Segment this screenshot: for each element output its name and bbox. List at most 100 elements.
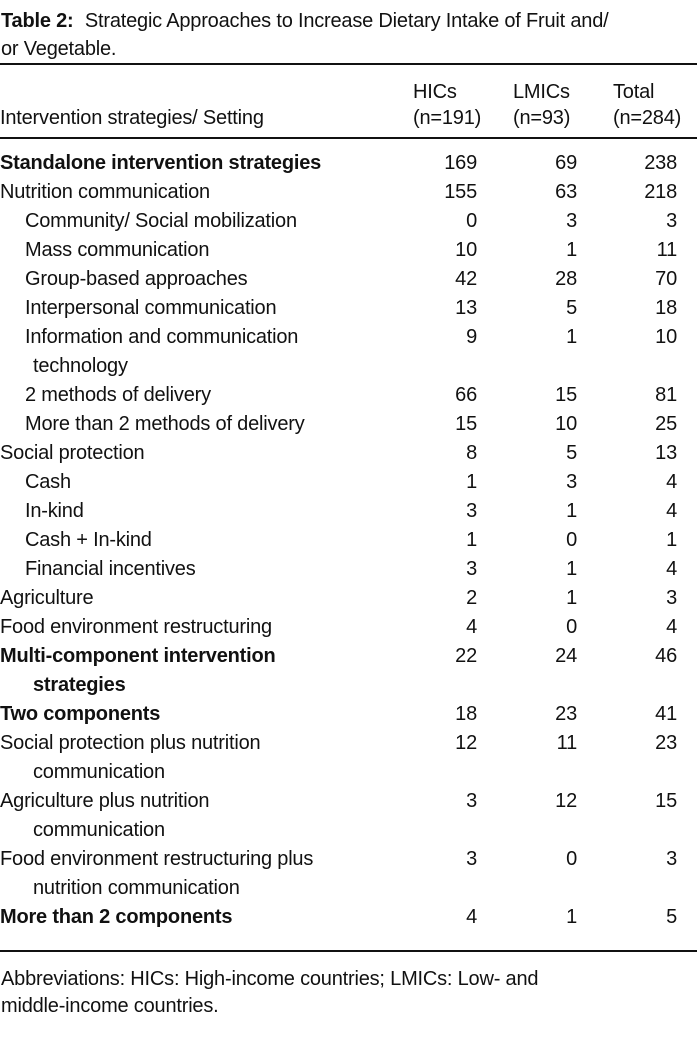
row-label: Food environment restructuring: [0, 616, 272, 638]
caption-label: Table 2:: [1, 10, 74, 32]
value-cell: 218: [644, 181, 677, 203]
value-cell: 3: [666, 587, 677, 609]
value-cell: 3: [566, 210, 577, 232]
value-cell: 3: [466, 790, 477, 812]
table-body: Standalone intervention strategies 169 69 2…: [0, 138, 697, 951]
row-label: Financial incentives: [25, 558, 196, 580]
value-cell: 4: [666, 558, 677, 580]
table-row: Community/ Social mobilization 0 3 3: [0, 207, 697, 236]
table-row: Cash + In-kind 1 0 1: [0, 526, 697, 555]
value-cell: 1: [466, 529, 477, 551]
row-label: More than 2 methods of delivery: [25, 413, 305, 435]
table-row: 2 methods of delivery 66 15 81: [0, 381, 697, 410]
table-row: Group-based approaches 42 28 70: [0, 265, 697, 294]
value-cell: 3: [566, 471, 577, 493]
table-row: Food environment restructuring 4 0 4: [0, 613, 697, 642]
row-label: In-kind: [25, 500, 84, 522]
table-header: Intervention strategies/ Setting HICs (n…: [0, 64, 697, 139]
row-label: Agriculture: [0, 587, 94, 609]
table-row: Financial incentives 3 1 4: [0, 555, 697, 584]
table-row: In-kind 3 1 4: [0, 497, 697, 526]
value-cell: 1: [466, 471, 477, 493]
value-cell: 46: [655, 645, 677, 667]
table-row: More than 2 methods of delivery 15 10 25: [0, 410, 697, 439]
value-cell: 12: [455, 732, 477, 754]
row-label: Agriculture plus nutrition communication: [0, 790, 210, 841]
column-header-total: Total (n=284): [597, 64, 697, 139]
table-row: Social protection plus nutrition communi…: [0, 729, 697, 787]
value-cell: 15: [555, 384, 577, 406]
summary-table: Intervention strategies/ Setting HICs (n…: [0, 63, 697, 952]
value-cell: 5: [566, 442, 577, 464]
table-caption: Table 2: Strategic Approaches to Increas…: [0, 0, 697, 63]
value-cell: 0: [466, 210, 477, 232]
value-cell: 63: [555, 181, 577, 203]
value-cell: 1: [666, 529, 677, 551]
table-footnote: Abbreviations: HICs: High-income countri…: [1, 968, 539, 1017]
row-label: Mass communication: [25, 239, 210, 261]
row-label: Cash: [25, 471, 71, 493]
value-cell: 10: [555, 413, 577, 435]
row-label: Community/ Social mobilization: [25, 210, 297, 232]
value-cell: 23: [555, 703, 577, 725]
column-header-hics: HICs (n=191): [397, 64, 497, 139]
table-row: Mass communication 10 1 11: [0, 236, 697, 265]
caption-text: Strategic Approaches to Increase Dietary…: [1, 10, 609, 60]
value-cell: 1: [566, 558, 577, 580]
value-cell: 4: [666, 471, 677, 493]
value-cell: 1: [566, 587, 577, 609]
value-cell: 9: [466, 326, 477, 348]
row-label: Standalone intervention strategies: [0, 152, 322, 174]
value-cell: 169: [444, 152, 477, 174]
value-cell: 2: [466, 587, 477, 609]
row-label: Social protection: [0, 442, 145, 464]
value-cell: 41: [655, 703, 677, 725]
value-cell: 238: [644, 152, 677, 174]
value-cell: 22: [455, 645, 477, 667]
value-cell: 12: [555, 790, 577, 812]
value-cell: 42: [455, 268, 477, 290]
table-row: Social protection 8 5 13: [0, 439, 697, 468]
table-row: Information and communication technology…: [0, 323, 697, 381]
value-cell: 10: [455, 239, 477, 261]
column-n: (n=284): [613, 107, 682, 129]
value-cell: 3: [666, 210, 677, 232]
column-header-lmics: LMICs (n=93): [497, 64, 597, 139]
row-label: Cash + In-kind: [25, 529, 152, 551]
table-row: Multi-component intervention strategies 2…: [0, 642, 697, 700]
table-row: Agriculture plus nutrition communication…: [0, 787, 697, 845]
row-label: More than 2 components: [0, 906, 233, 928]
value-cell: 5: [566, 297, 577, 319]
row-label: Multi-component intervention strategies: [0, 645, 276, 696]
column-n: (n=93): [513, 107, 571, 129]
value-cell: 5: [666, 906, 677, 928]
table-row: Nutrition communication 155 63 218: [0, 178, 697, 207]
stub-column-header: Intervention strategies/ Setting: [0, 64, 397, 139]
value-cell: 1: [566, 906, 577, 928]
row-label: 2 methods of delivery: [25, 384, 211, 406]
value-cell: 18: [655, 297, 677, 319]
value-cell: 1: [566, 500, 577, 522]
value-cell: 28: [555, 268, 577, 290]
value-cell: 3: [666, 848, 677, 870]
column-name: HICs: [413, 81, 457, 103]
value-cell: 0: [566, 848, 577, 870]
value-cell: 70: [655, 268, 677, 290]
value-cell: 4: [666, 500, 677, 522]
value-cell: 3: [466, 848, 477, 870]
value-cell: 3: [466, 558, 477, 580]
value-cell: 3: [466, 500, 477, 522]
table-row: Standalone intervention strategies 169 69 2…: [0, 138, 697, 178]
value-cell: 15: [655, 790, 677, 812]
table-row: More than 2 components 4 1 5: [0, 903, 697, 951]
value-cell: 0: [566, 529, 577, 551]
value-cell: 25: [655, 413, 677, 435]
table-row: Interpersonal communication 13 5 18: [0, 294, 697, 323]
value-cell: 81: [655, 384, 677, 406]
row-label: Nutrition communication: [0, 181, 210, 203]
row-label: Group-based approaches: [25, 268, 248, 290]
column-name: LMICs: [513, 81, 570, 103]
header-row: Intervention strategies/ Setting HICs (n…: [0, 64, 697, 139]
column-name: Total: [613, 81, 655, 103]
